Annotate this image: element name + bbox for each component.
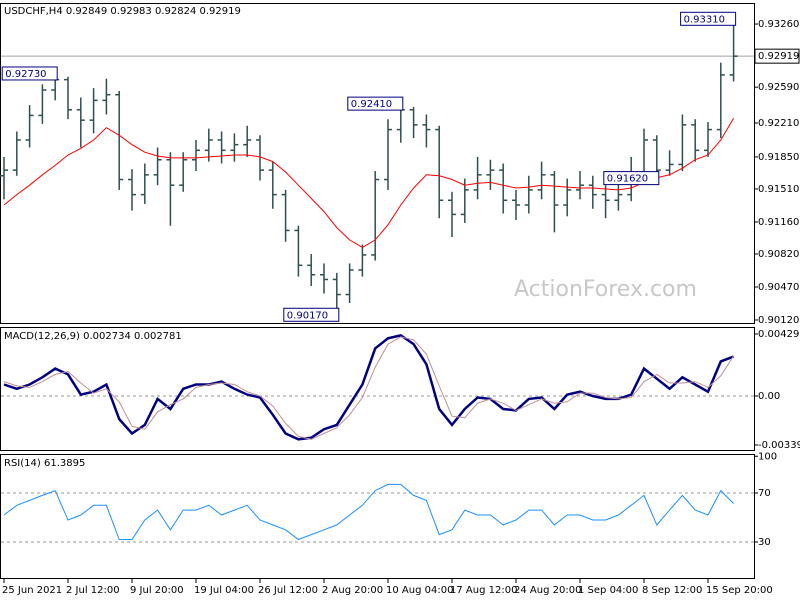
y-tick-label: 30 [758,537,771,548]
macd-panel [0,327,755,451]
x-tick-label: 1 Sep 04:00 [578,585,638,596]
price-annotation-box [347,96,404,111]
indicator-line [3,483,734,541]
price-header: USDCHF,H4 0.92849 0.92983 0.92824 0.9291… [4,6,241,17]
indicator-name: MACD(12,26,9) [4,331,80,342]
y-tick-label: 0.004299 [758,329,800,340]
quote-high: 0.92983 [110,6,151,17]
indicator-line [3,334,735,441]
price-annotation: 0.92410 [351,99,392,110]
x-tick-label: 15 Sep 20:00 [706,585,773,596]
symbol: USDCHF,H4 [4,6,63,17]
y-tick-label: 0.00 [758,391,780,402]
y-tick-label: 0.92590 [758,82,799,93]
x-tick-label: 26 Jul 12:00 [258,585,318,596]
x-tick-label: 8 Sep 12:00 [642,585,702,596]
price-annotation: 0.90170 [287,310,328,321]
watermark: ActionForex.com [514,277,697,302]
y-tick-label: -0.003396 [758,440,800,451]
rsi-value: 61.3895 [44,458,85,469]
price-annotation-box [1,66,58,81]
y-tick-label: 0.90120 [758,315,799,326]
rsi-panel [0,454,755,579]
price-annotation: 0.91620 [607,174,648,185]
y-tick-label: 0.90470 [758,282,799,293]
price-panel [0,3,755,324]
y-tick-label: 0.91510 [758,184,799,195]
indicator-name: RSI(14) [4,458,41,469]
quote-open: 0.92849 [66,6,107,17]
y-tick-label: 0.91850 [758,152,799,163]
x-tick-label: 2 Aug 20:00 [322,585,383,596]
x-tick-label: 2 Jul 12:00 [66,585,120,596]
macd-header: MACD(12,26,9) 0.002734 0.002781 [4,331,182,342]
y-tick-label: 0.92210 [758,118,799,129]
price-annotation-box [680,11,737,26]
price-annotation-box [603,171,660,186]
y-tick-label: 0.91160 [758,217,799,228]
x-tick-label: 17 Aug 12:00 [450,585,517,596]
current-price-box [754,48,800,64]
macd-value: 0.002734 [83,331,131,342]
signal-value: 0.002781 [134,331,182,342]
rsi-header: RSI(14) 61.3895 [4,458,85,469]
price-annotation-box [283,307,340,322]
quote-low: 0.92824 [155,6,196,17]
price-annotation: 0.93310 [684,14,725,25]
price-annotation: 0.92730 [5,69,46,80]
y-tick-label: 70 [758,488,771,499]
x-tick-label: 24 Aug 20:00 [514,585,581,596]
x-tick-label: 25 Jun 2021 [2,585,62,596]
x-tick-label: 19 Jul 04:00 [194,585,254,596]
y-tick-label: 0.90820 [758,249,799,260]
indicator-line [3,336,735,440]
x-tick-label: 9 Jul 20:00 [130,585,184,596]
moving-average [3,118,735,248]
y-tick-label: 100 [758,451,777,462]
current-price-label: 0.92919 [758,51,799,62]
quote-close: 0.92919 [200,6,241,17]
y-tick-label: 0.93260 [758,19,799,30]
x-tick-label: 10 Aug 04:00 [386,585,453,596]
